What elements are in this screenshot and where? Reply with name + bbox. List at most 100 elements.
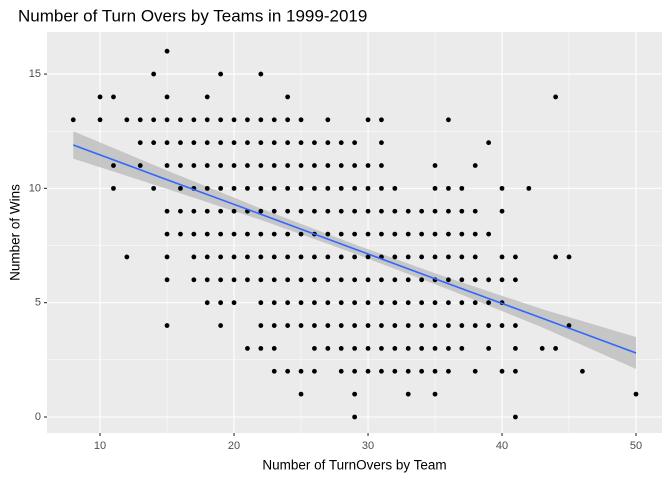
point	[218, 163, 224, 168]
point	[298, 208, 304, 214]
point	[499, 185, 505, 191]
point	[338, 140, 344, 146]
point	[271, 231, 277, 237]
point	[312, 346, 317, 351]
point	[204, 94, 210, 100]
point	[178, 163, 183, 168]
point	[486, 231, 492, 237]
point	[137, 140, 143, 146]
point	[472, 368, 478, 374]
point	[164, 208, 170, 214]
point	[191, 231, 197, 237]
point	[285, 208, 291, 214]
point	[97, 117, 103, 123]
point	[432, 163, 438, 168]
point	[338, 368, 344, 374]
point	[405, 231, 411, 237]
point	[258, 117, 264, 123]
point	[472, 300, 478, 306]
point	[258, 231, 264, 237]
point	[218, 117, 224, 123]
point	[432, 254, 438, 260]
point	[298, 323, 304, 328]
point	[352, 254, 358, 260]
point	[204, 277, 210, 283]
point	[312, 254, 317, 260]
point	[633, 391, 639, 397]
point	[459, 277, 465, 283]
point	[472, 208, 478, 214]
point	[312, 368, 317, 374]
point	[513, 346, 518, 351]
point	[151, 117, 157, 123]
point	[352, 163, 358, 168]
point	[164, 277, 170, 283]
point	[580, 368, 585, 374]
point	[218, 140, 224, 146]
point	[379, 323, 384, 328]
point	[164, 323, 170, 328]
point	[298, 185, 304, 191]
point	[365, 231, 371, 237]
point	[432, 300, 438, 306]
point	[258, 254, 264, 260]
point	[392, 231, 398, 237]
point	[472, 277, 478, 283]
point	[459, 323, 465, 328]
point	[218, 208, 224, 214]
point	[298, 368, 304, 374]
point	[191, 208, 197, 214]
point	[231, 277, 237, 283]
point	[312, 277, 317, 283]
point	[446, 231, 451, 237]
point	[365, 277, 371, 283]
point	[338, 208, 344, 214]
point	[392, 254, 398, 260]
point	[553, 346, 559, 351]
point	[566, 254, 572, 260]
point	[285, 185, 291, 191]
point	[231, 140, 237, 146]
point	[405, 346, 411, 351]
point	[271, 346, 277, 351]
point	[178, 231, 183, 237]
point	[352, 368, 358, 374]
point	[312, 163, 317, 168]
point	[111, 185, 116, 191]
point	[486, 346, 492, 351]
point	[419, 300, 425, 306]
y-tick-label: 15	[29, 68, 41, 80]
point	[338, 323, 344, 328]
point	[111, 94, 116, 100]
point	[325, 208, 331, 214]
point	[298, 140, 304, 146]
point	[566, 323, 572, 328]
point	[271, 185, 277, 191]
point	[352, 346, 358, 351]
point	[392, 208, 398, 214]
point	[419, 254, 425, 260]
point	[352, 300, 358, 306]
point	[285, 140, 291, 146]
point	[258, 140, 264, 146]
y-tick-label: 5	[35, 297, 41, 309]
point	[513, 368, 518, 374]
point	[231, 117, 237, 123]
point	[338, 346, 344, 351]
point	[231, 231, 237, 237]
y-axis-label: Number of Wins	[8, 184, 23, 281]
point	[258, 71, 264, 77]
x-axis-label: Number of TurnOvers by Team	[262, 458, 446, 473]
point	[258, 323, 264, 328]
point	[392, 300, 398, 306]
point	[379, 368, 384, 374]
point	[392, 185, 398, 191]
point	[218, 71, 224, 77]
point	[379, 140, 384, 146]
point	[151, 71, 157, 77]
point	[405, 323, 411, 328]
point	[245, 140, 250, 146]
point	[245, 185, 250, 191]
point	[553, 94, 559, 100]
point	[271, 117, 277, 123]
